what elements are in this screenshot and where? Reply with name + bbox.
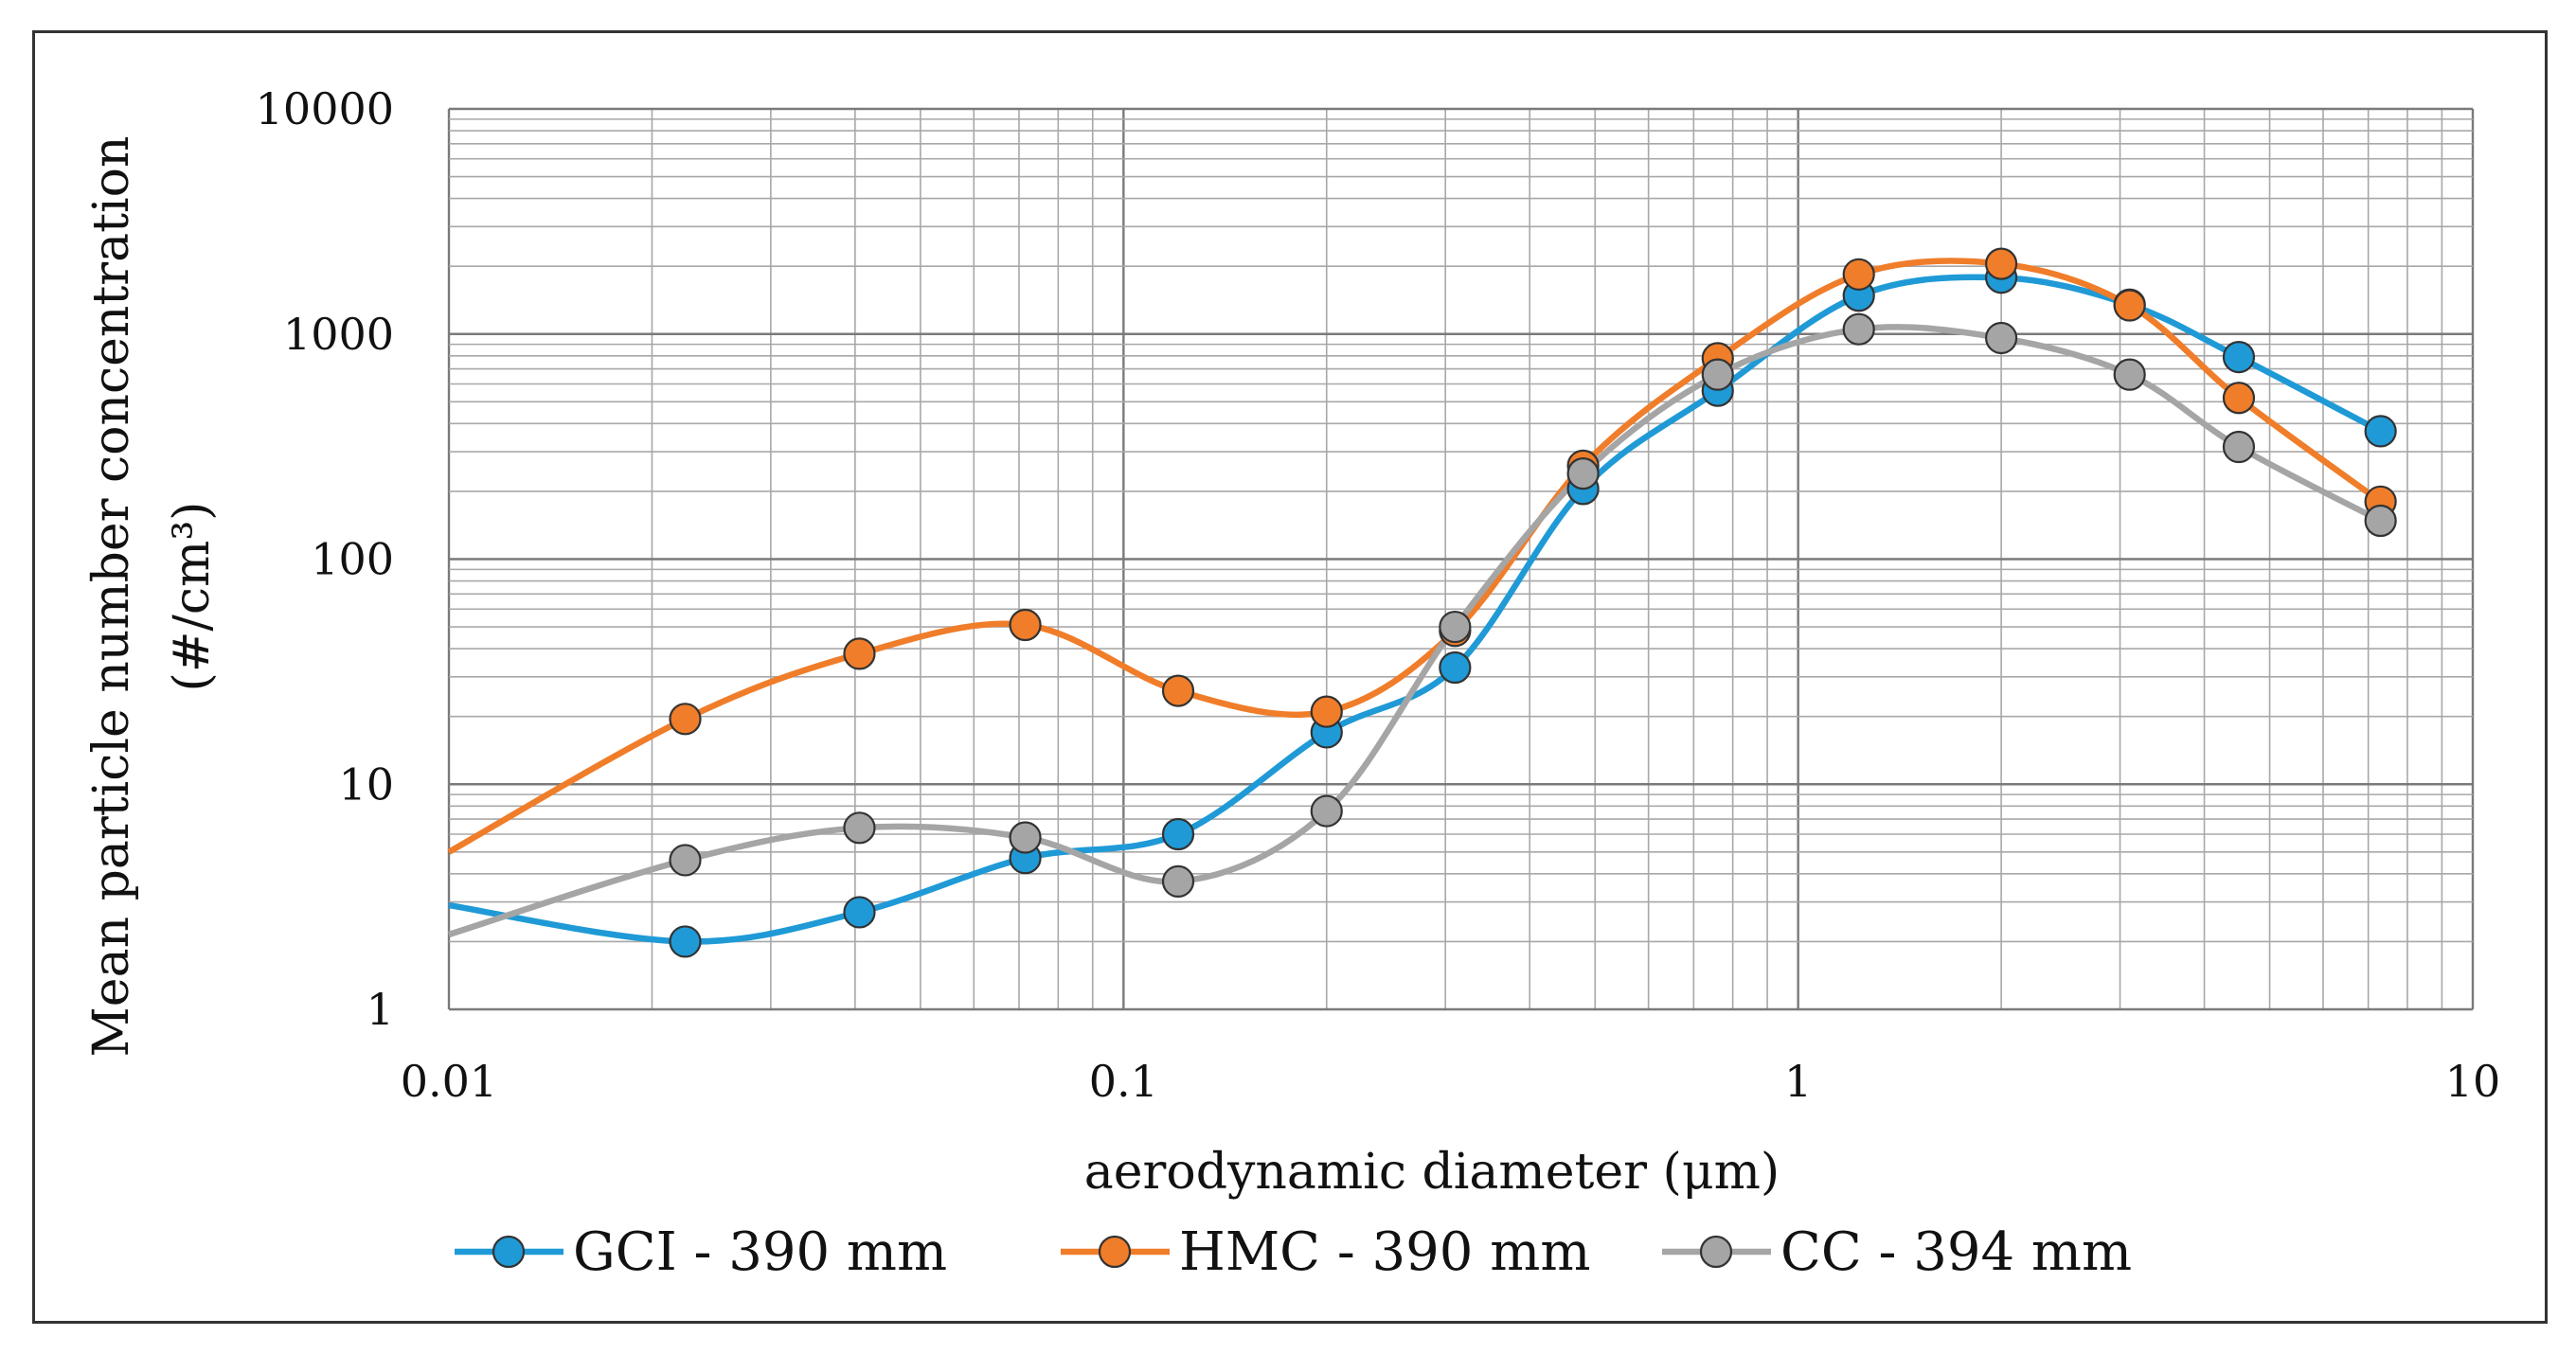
tick-labels: 0.01 0.1 1 10 1 10 100 1000 10000 [256,83,2501,1107]
data-point-hmc [2222,382,2256,415]
data-point-cc [1842,312,1875,346]
data-point-hmc [1009,608,1042,642]
data-point-cc [1009,821,1042,854]
data-point-hmc [2113,289,2146,322]
y-axis-title-line1: Mean particle number concentration [83,136,140,1058]
data-point-hmc [1310,695,1343,728]
y-tick-label: 1000 [283,309,394,360]
legend-label-gci: GCI - 390 mm [573,1221,947,1283]
data-point-cc [1985,321,2018,355]
data-point-gci [669,925,702,958]
y-tick-label: 10 [338,758,394,810]
grid [447,107,2475,1011]
x-tick-label: 10 [2445,1056,2501,1107]
data-point-hmc [1842,258,1875,291]
legend: GCI - 390 mm HMC - 390 mm CC - 394 mm [455,1221,2132,1283]
y-axis-title-line2: (#/cm³) [164,502,221,692]
data-point-cc [1310,794,1343,828]
data-point-cc [669,844,702,877]
legend-marker-gci [492,1235,526,1269]
legend-marker-hmc [1098,1235,1132,1269]
data-point-cc [1701,358,1734,391]
data-point-cc [2364,504,2397,538]
data-point-gci [1161,817,1195,851]
data-point-cc [2113,358,2146,391]
data-point-gci [1439,650,1472,685]
data-point-hmc [669,703,702,736]
data-point-hmc [843,637,876,670]
data-point-cc [2222,430,2256,464]
x-tick-label: 0.1 [1089,1056,1158,1107]
x-tick-label: 1 [1784,1056,1812,1107]
data-point-cc [1439,610,1472,644]
legend-label-hmc: HMC - 390 mm [1179,1221,1590,1283]
y-tick-label: 1 [367,984,394,1035]
data-point-gci [2364,415,2397,448]
series-lines [447,258,2383,945]
series-markers [669,247,2397,958]
data-point-cc [1161,864,1195,899]
x-axis-title: aerodynamic diameter (μm) [1084,1144,1780,1201]
legend-label-cc: CC - 394 mm [1780,1221,2132,1283]
series-line-cc [448,324,2383,938]
data-point-cc [843,811,876,845]
legend-marker-cc [1699,1235,1733,1269]
data-point-gci [2222,340,2256,374]
data-point-cc [1566,457,1600,490]
x-tick-label: 0.01 [401,1056,497,1107]
y-tick-label: 100 [311,534,394,585]
y-tick-label: 10000 [256,83,394,134]
data-point-hmc [1985,247,2018,280]
data-point-gci [843,896,876,929]
series-line-hmc [447,258,2383,855]
data-point-hmc [1161,674,1195,707]
